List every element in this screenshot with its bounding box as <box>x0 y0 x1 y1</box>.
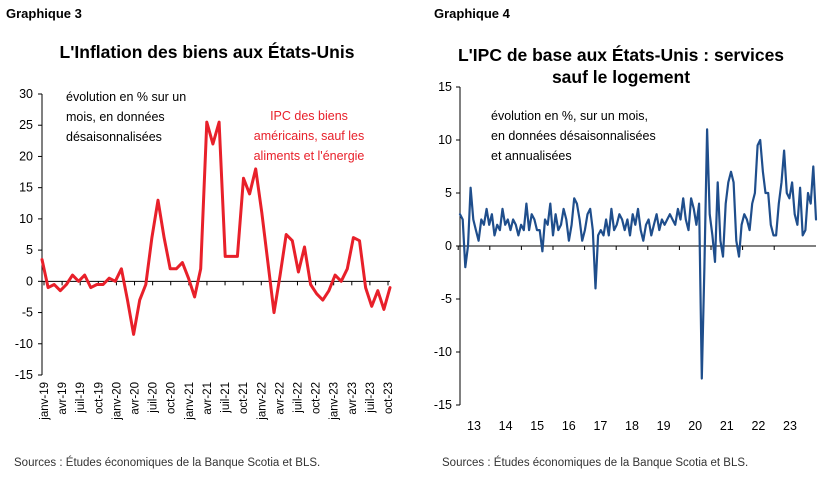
y-tick-label: -15 <box>434 398 452 412</box>
x-tick-label: juil-21 <box>220 382 232 414</box>
series-line <box>40 120 392 336</box>
x-tick-label: juil-23 <box>365 382 377 414</box>
x-tick-label: oct-22 <box>311 382 323 414</box>
annotation-text: désaisonnalisées <box>66 130 162 144</box>
annotation-text: évolution en % sur un <box>66 90 186 104</box>
series-label: IPC des biens <box>270 109 348 123</box>
annotation-text: en données désaisonnalisées <box>491 129 656 143</box>
x-tick-label: avr-23 <box>347 382 359 415</box>
x-tick-label: janv-22 <box>256 382 268 421</box>
y-tick-label: 15 <box>438 80 452 94</box>
x-tick-label: 20 <box>688 419 702 433</box>
x-tick-label: avr-21 <box>202 382 214 415</box>
line-chart: -15 -10 -5 0 5 10 15 13 14 15 16 17 18 19 20 21 22 23 évol… <box>434 80 818 433</box>
y-tick-label: 20 <box>19 149 33 163</box>
chart-number: Graphique 3 <box>6 6 82 21</box>
y-tick-label: 15 <box>19 181 33 195</box>
annotation-text: évolution en %, sur un mois, <box>491 109 648 123</box>
annotation-text: mois, en données <box>66 110 165 124</box>
y-tick-label: -5 <box>22 306 33 320</box>
x-tick-label: oct-19 <box>93 382 105 414</box>
y-tick-label: 5 <box>26 243 33 257</box>
line-chart: -15 -10 -5 0 5 10 15 20 25 30 janv-19 avr-19 juil-19… <box>15 87 395 421</box>
y-tick-label: 0 <box>26 274 33 288</box>
x-tick-label: oct-21 <box>238 382 250 414</box>
y-tick-label: 25 <box>19 118 33 132</box>
x-tick-label: avr-19 <box>57 382 69 415</box>
x-tick-label: 14 <box>499 419 513 433</box>
y-tick-label: 10 <box>438 133 452 147</box>
x-tick-label: 16 <box>562 419 576 433</box>
x-tick-label: oct-23 <box>383 382 395 414</box>
x-tick-label: 21 <box>720 419 734 433</box>
x-tick-label: janv-19 <box>39 382 51 421</box>
y-tick-label: 30 <box>19 87 33 101</box>
x-tick-label: janv-20 <box>111 382 123 421</box>
y-tick-label: -15 <box>15 368 33 382</box>
x-tick-label: juil-22 <box>292 382 304 414</box>
chart-title: L'IPC de base aux États-Unis : services … <box>414 44 828 88</box>
x-tick-label: 15 <box>530 419 544 433</box>
chart-number: Graphique 4 <box>434 6 510 21</box>
y-tick-label: -5 <box>441 292 452 306</box>
sources-note: Sources : Études économiques de la Banqu… <box>442 457 749 469</box>
x-tick-label: avr-20 <box>130 382 142 415</box>
x-tick-label: janv-23 <box>329 382 341 421</box>
sources-note: Sources : Études économiques de la Banqu… <box>14 457 321 469</box>
chart-panel-right: Graphique 4 L'IPC de base aux États-Unis… <box>414 0 828 483</box>
chart-panel-left: Graphique 3 L'Inflation des biens aux Ét… <box>6 6 395 469</box>
x-tick-label: avr-22 <box>274 382 286 415</box>
y-tick-label: 0 <box>445 239 452 253</box>
x-tick-label: 17 <box>593 419 607 433</box>
x-tick-label: 19 <box>657 419 671 433</box>
x-tick-label: 22 <box>751 419 765 433</box>
x-tick-label: 18 <box>625 419 639 433</box>
series-line <box>458 128 818 380</box>
x-tick-label: janv-21 <box>184 382 196 421</box>
series-label: aliments et l'énergie <box>254 149 365 163</box>
y-tick-label: -10 <box>15 337 33 351</box>
y-tick-label: -10 <box>434 345 452 359</box>
y-tick-label: 5 <box>445 186 452 200</box>
chart-title-line: sauf le logement <box>551 67 691 87</box>
y-tick-label: 10 <box>19 212 33 226</box>
series-label: américains, sauf les <box>254 129 364 143</box>
x-tick-label: 23 <box>783 419 797 433</box>
x-tick-label: 13 <box>467 419 481 433</box>
annotation-text: et annualisées <box>491 149 572 163</box>
x-tick-label: juil-20 <box>148 382 160 414</box>
chart-title: L'Inflation des biens aux États-Unis <box>59 42 355 62</box>
x-tick-label: juil-19 <box>75 382 87 414</box>
x-tick-label: oct-20 <box>166 382 178 414</box>
chart-title-line: L'IPC de base aux États-Unis : services <box>457 45 785 65</box>
